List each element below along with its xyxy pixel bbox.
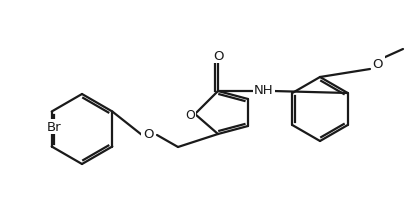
Text: O: O bbox=[143, 128, 153, 141]
Text: Br: Br bbox=[47, 120, 61, 133]
Text: O: O bbox=[213, 49, 223, 62]
Text: NH: NH bbox=[254, 84, 274, 97]
Text: O: O bbox=[185, 109, 195, 122]
Text: O: O bbox=[373, 57, 383, 70]
